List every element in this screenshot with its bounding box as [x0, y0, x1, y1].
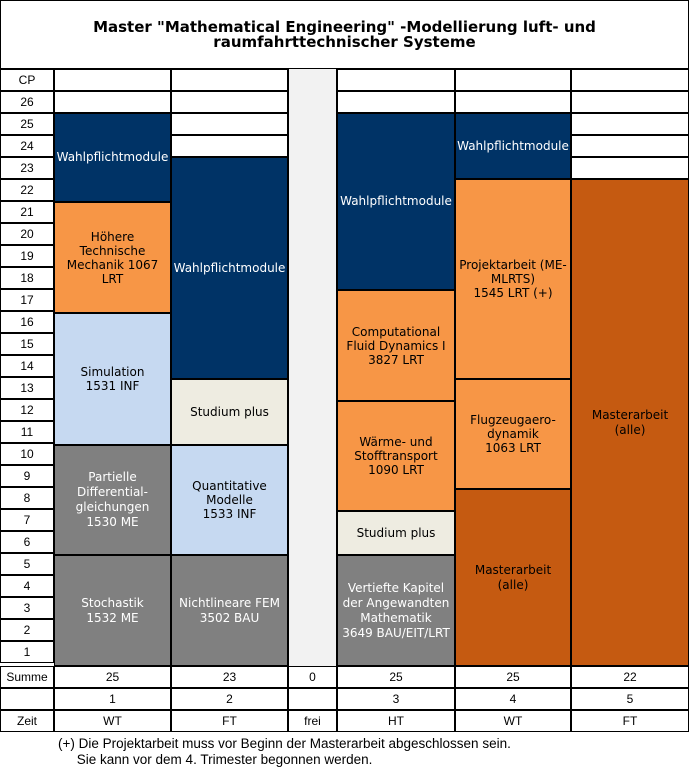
cp-row-label: 10 [0, 443, 54, 465]
module-c1-simulation: Simulation 1531 INF [54, 313, 171, 445]
cp-header-label: CP [0, 69, 54, 91]
module-c2-studium-plus: Studium plus [171, 379, 288, 445]
module-c2-wahlpflicht: Wahlpflichtmodule [171, 157, 288, 379]
module-c1-mechanik: Höhere Technische Mechanik 1067 LRT [54, 202, 171, 313]
column-1-num: 1 [54, 688, 171, 710]
empty-cell [571, 113, 689, 135]
cp-row-label: 20 [0, 223, 54, 245]
empty-cell [337, 69, 455, 91]
page-title: Master "Mathematical Engineering" -Model… [0, 0, 689, 69]
column-3-num [288, 688, 337, 710]
cp-row-label: 25 [0, 113, 54, 135]
cp-row-label: 9 [0, 465, 54, 487]
column-6-num: 5 [571, 688, 689, 710]
module-c4-flugzeugaerodynamik: Flugzeugaero- dynamik 1063 LRT [455, 379, 571, 489]
column-2-zeit: FT [171, 710, 288, 732]
cp-row-label: 13 [0, 377, 54, 399]
column-4-num: 3 [337, 688, 455, 710]
column-5-zeit: WT [455, 710, 571, 732]
empty-cell [571, 69, 689, 91]
module-c3-waerme: Wärme- und Stofftransport 1090 LRT [337, 401, 455, 511]
module-c2-fem: Nichtlineare FEM 3502 BAU [171, 555, 288, 666]
empty-cell [455, 69, 571, 91]
column-3-summe: 0 [288, 666, 337, 688]
cp-row-label: 1 [0, 641, 54, 663]
cp-row-label: 7 [0, 509, 54, 531]
column-3-zeit: frei [288, 710, 337, 732]
free-column [288, 69, 337, 666]
cp-row-label: 11 [0, 421, 54, 443]
empty-cell [171, 113, 288, 135]
cp-row-label: 2 [0, 619, 54, 641]
column-5-num: 4 [455, 688, 571, 710]
column-2-summe: 23 [171, 666, 288, 688]
empty-cell [54, 69, 171, 91]
cp-row-label: 26 [0, 91, 54, 113]
footnote-line-1: (+) Die Projektarbeit muss vor Beginn de… [58, 736, 511, 751]
cp-row-label: 18 [0, 267, 54, 289]
zeit-label: Zeit [0, 710, 54, 732]
module-c1-stochastik: Stochastik 1532 ME [54, 555, 171, 666]
footnote-line-2: Sie kann vor dem 4. Trimester begonnen w… [58, 752, 373, 767]
cp-row-label: 8 [0, 487, 54, 509]
empty-cell [455, 91, 571, 113]
summe-label: Summe [0, 666, 54, 688]
empty-cell [571, 157, 689, 179]
column-5-summe: 25 [455, 666, 571, 688]
cp-row-label: 15 [0, 333, 54, 355]
column-4-zeit: HT [337, 710, 455, 732]
cp-row-label: 23 [0, 157, 54, 179]
empty-cell [171, 69, 288, 91]
cp-row-label: 17 [0, 289, 54, 311]
module-c1-pde: Partielle Differential- gleichungen 1530… [54, 445, 171, 555]
cp-row-label: 12 [0, 399, 54, 421]
empty-cell [571, 91, 689, 113]
module-c1-wahlpflicht: Wahlpflichtmodule [54, 113, 171, 202]
cp-row-label: 22 [0, 179, 54, 201]
empty-cell [571, 135, 689, 157]
cp-row-label: 3 [0, 597, 54, 619]
column-6-zeit: FT [571, 710, 689, 732]
empty-cell [54, 91, 171, 113]
number-row-label [0, 688, 54, 710]
column-1-zeit: WT [54, 710, 171, 732]
empty-cell [171, 135, 288, 157]
module-c5-masterarbeit: Masterarbeit (alle) [571, 179, 689, 666]
empty-cell [171, 91, 288, 113]
module-c4-masterarbeit: Masterarbeit (alle) [455, 489, 571, 666]
cp-row-label: 5 [0, 553, 54, 575]
column-4-summe: 25 [337, 666, 455, 688]
cp-row-label: 19 [0, 245, 54, 267]
cp-row-label: 6 [0, 531, 54, 553]
cp-row-label: 16 [0, 311, 54, 333]
module-c3-vertiefte-kapitel: Vertiefte Kapitel der Angewandten Mathem… [337, 555, 455, 666]
module-c4-wahlpflicht: Wahlpflichtmodule [455, 113, 571, 179]
empty-cell [337, 91, 455, 113]
cp-row-label: 24 [0, 135, 54, 157]
module-c3-studium-plus: Studium plus [337, 511, 455, 555]
column-2-num: 2 [171, 688, 288, 710]
module-c3-cfd: Computational Fluid Dynamics I 3827 LRT [337, 290, 455, 401]
cp-row-label: 21 [0, 201, 54, 223]
module-c2-quantitative: Quantitative Modelle 1533 INF [171, 445, 288, 555]
module-c3-wahlpflicht: Wahlpflichtmodule [337, 113, 455, 290]
column-1-summe: 25 [54, 666, 171, 688]
cp-row-label: 4 [0, 575, 54, 597]
column-6-summe: 22 [571, 666, 689, 688]
module-c4-projektarbeit: Projektarbeit (ME- MLRTS) 1545 LRT (+) [455, 179, 571, 379]
cp-row-label: 14 [0, 355, 54, 377]
